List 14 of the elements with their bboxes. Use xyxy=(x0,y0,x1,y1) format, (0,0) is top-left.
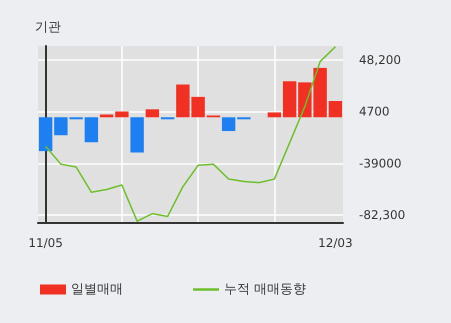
line-series xyxy=(44,46,336,222)
chart-title: 기관 xyxy=(35,20,61,35)
legend-label: 누적 매매동향 xyxy=(224,282,306,297)
bar xyxy=(146,109,160,118)
y-tick-label: 48,200 xyxy=(359,53,401,68)
bar xyxy=(176,84,190,118)
bar xyxy=(268,112,282,118)
legend-label: 일별매매 xyxy=(71,282,123,297)
x-tick-label: 12/03 xyxy=(318,236,353,250)
y-tick-label: -82,300 xyxy=(359,208,406,222)
bar xyxy=(130,117,144,153)
y-tick-label: -39000 xyxy=(359,156,402,171)
y-tick-label: 4700 xyxy=(359,104,390,119)
x-tick-label: 11/05 xyxy=(28,236,63,250)
